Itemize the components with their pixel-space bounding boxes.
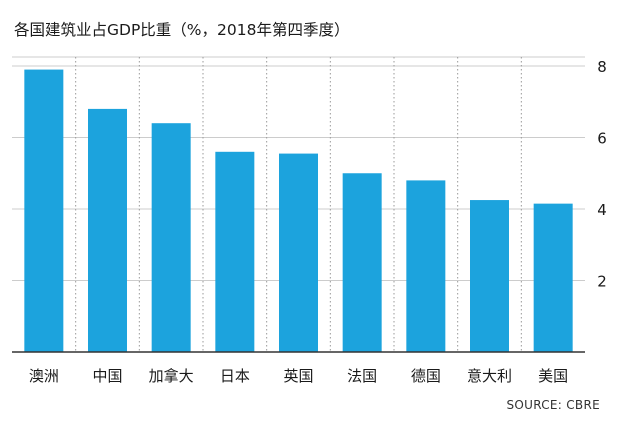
source-note: SOURCE: CBRE — [506, 398, 600, 412]
y-tick-label: 6 — [597, 130, 607, 148]
y-tick-label: 4 — [597, 201, 607, 219]
y-tick-label: 2 — [597, 273, 607, 291]
y-tick-label: 8 — [597, 58, 607, 76]
category-label: 日本 — [220, 367, 250, 385]
category-label: 加拿大 — [149, 367, 194, 385]
bar — [88, 108, 127, 353]
bar — [342, 173, 382, 352]
category-label: 法国 — [347, 367, 377, 385]
category-label: 德国 — [411, 367, 441, 385]
category-label: 意大利 — [467, 367, 512, 385]
bar — [215, 151, 255, 352]
category-label: 中国 — [92, 367, 122, 385]
category-label: 英国 — [283, 367, 313, 385]
bar — [533, 203, 573, 352]
chart-title: 各国建筑业占GDP比重（%，2018年第四季度） — [14, 21, 350, 39]
bar — [24, 69, 64, 352]
bar — [406, 180, 446, 352]
category-label: 美国 — [538, 367, 568, 385]
category-label: 澳洲 — [29, 367, 59, 385]
bar — [470, 200, 509, 352]
bar — [279, 153, 318, 352]
bar — [151, 123, 191, 352]
